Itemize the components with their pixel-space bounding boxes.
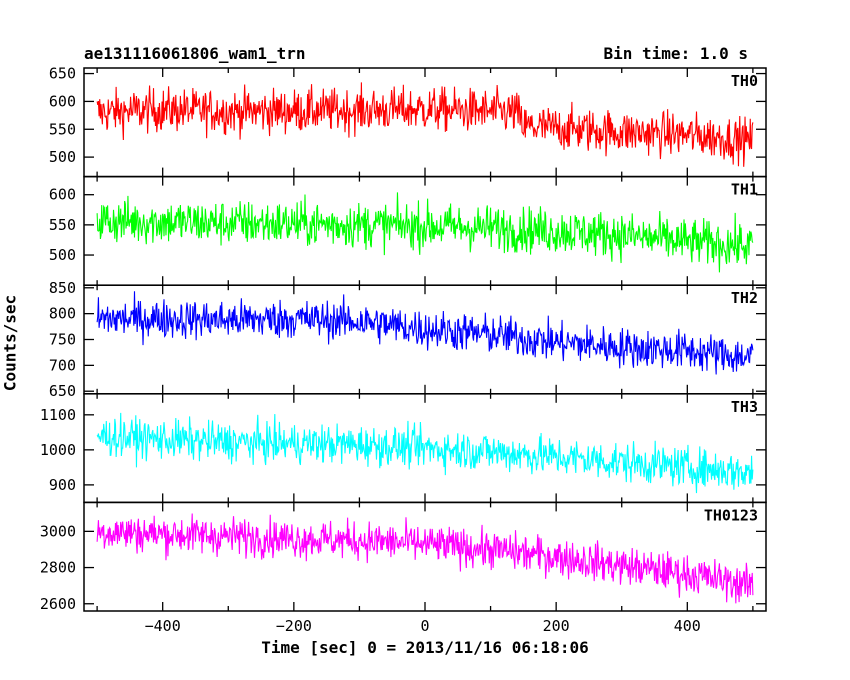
x-tick-label: 200 <box>543 617 570 635</box>
y-tick-label: 650 <box>49 65 76 83</box>
panel-label-th0: TH0 <box>731 72 758 90</box>
y-tick-label: 600 <box>49 92 76 110</box>
y-tick-label: 800 <box>49 305 76 323</box>
y-tick-label: 3000 <box>40 522 76 540</box>
panel-th2: 650 700 750 800 850 TH2 <box>49 279 767 400</box>
panel-th3: 900 1000 1100 TH3 <box>40 393 767 504</box>
series-line-th2 <box>96 291 754 375</box>
series-line-th3 <box>96 412 754 494</box>
y-tick-label: 850 <box>49 279 76 297</box>
y-tick-label: 550 <box>49 120 76 138</box>
y-tick-label: 1000 <box>40 441 76 459</box>
y-tick-label: 650 <box>49 382 76 400</box>
y-tick-label: 2600 <box>40 595 76 613</box>
y-axis-label: Counts/sec <box>0 294 20 392</box>
y-tick-label: 550 <box>49 216 76 234</box>
x-axis-label: Time [sec] 0 = 2013/11/16 06:18:06 <box>261 638 589 657</box>
x-tick-label: 400 <box>674 617 701 635</box>
chart-title: ae131116061806_wam1_trn <box>84 44 306 63</box>
y-tick-label: 500 <box>49 246 76 264</box>
panel-th1: 500 550 600 TH1 <box>49 175 767 286</box>
series-line-th0123 <box>96 513 754 604</box>
panel-label-th1: TH1 <box>731 181 758 199</box>
series-line-th0 <box>96 82 754 167</box>
y-tick-label: 1100 <box>40 406 76 424</box>
y-tick-label: 600 <box>49 186 76 204</box>
panel-th0: 500 550 600 650 TH0 <box>49 65 767 178</box>
bin-time-label: Bin time: 1.0 s <box>603 44 749 63</box>
x-tick-label: 0 <box>420 617 429 635</box>
panel-th0123: 2600 2800 3000 TH0123 <box>40 501 767 613</box>
series-line-th1 <box>96 192 754 273</box>
y-tick-label: 500 <box>49 148 76 166</box>
panel-frame <box>83 501 767 612</box>
y-tick-label: 2800 <box>40 559 76 577</box>
x-tick-label: −200 <box>276 617 312 635</box>
panel-label-th2: TH2 <box>731 289 758 307</box>
y-tick-label: 750 <box>49 331 76 349</box>
y-tick-label: 700 <box>49 356 76 374</box>
y-tick-label: 900 <box>49 476 76 494</box>
panel-label-th0123: TH0123 <box>704 506 758 524</box>
x-tick-label: −400 <box>145 617 181 635</box>
panel-label-th3: TH3 <box>731 398 758 416</box>
